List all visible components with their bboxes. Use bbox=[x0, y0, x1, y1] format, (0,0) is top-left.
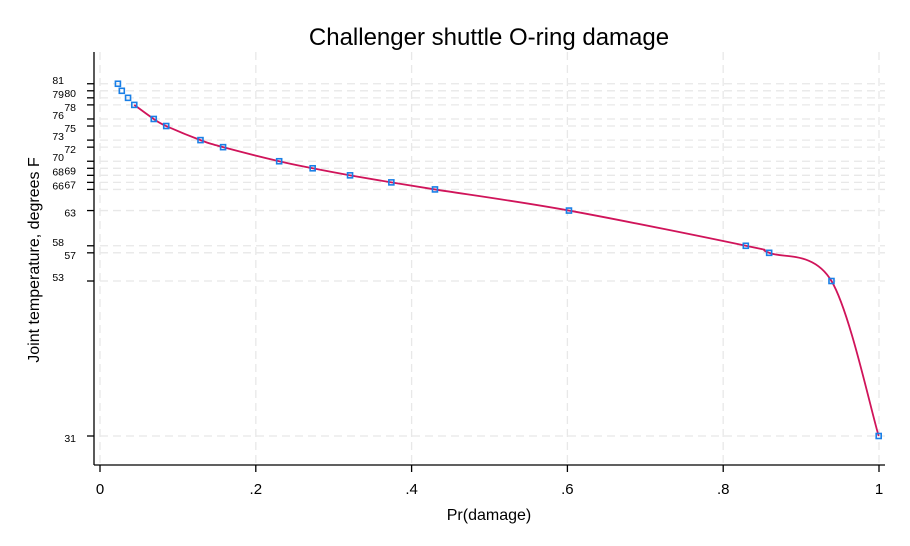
data-point bbox=[130, 101, 138, 109]
chart-title: Challenger shuttle O-ring damage bbox=[309, 24, 669, 51]
data-point bbox=[309, 164, 316, 172]
x-axis-label: Pr(damage) bbox=[447, 507, 531, 524]
y-tick-label: 76 bbox=[52, 110, 64, 122]
data-point bbox=[875, 432, 882, 440]
y-axis-label: Joint temperature, degrees F bbox=[26, 157, 43, 363]
x-tick-label: .8 bbox=[717, 481, 730, 498]
data-point bbox=[742, 242, 750, 250]
x-tick-label: 0 bbox=[96, 481, 104, 498]
y-tick-label: 75 bbox=[64, 123, 76, 135]
data-point bbox=[124, 94, 132, 102]
data-point bbox=[150, 115, 158, 123]
y-tick-label: 73 bbox=[52, 131, 64, 143]
x-tick-label: .2 bbox=[250, 481, 263, 498]
y-tick-label: 58 bbox=[52, 237, 64, 249]
grid bbox=[99, 52, 885, 465]
data-point bbox=[828, 277, 835, 285]
y-tick-label: 70 bbox=[52, 152, 64, 164]
y-tick-label: 67 bbox=[64, 179, 76, 191]
x-tick-label: .6 bbox=[561, 481, 574, 498]
data-point bbox=[219, 143, 227, 151]
y-tick-label: 81 bbox=[52, 75, 64, 87]
data-point bbox=[275, 157, 283, 165]
y-tick-label: 57 bbox=[64, 250, 76, 262]
data-point bbox=[565, 207, 573, 214]
data-point bbox=[118, 87, 126, 95]
data-point bbox=[114, 80, 122, 88]
y-tick-label: 69 bbox=[64, 165, 76, 177]
x-tick-label: .4 bbox=[405, 481, 418, 498]
y-tick-label: 78 bbox=[64, 102, 76, 114]
data-point bbox=[388, 179, 395, 186]
data-point bbox=[162, 122, 170, 130]
y-tick-label: 79 bbox=[52, 89, 64, 101]
y-tick-label: 53 bbox=[52, 272, 64, 284]
y-tick-label: 66 bbox=[52, 180, 64, 192]
fitted-curve bbox=[133, 104, 880, 437]
x-tick-label: 1 bbox=[875, 481, 883, 498]
data-point bbox=[197, 136, 204, 144]
y-tick-label: 68 bbox=[52, 166, 64, 178]
data-point bbox=[765, 249, 773, 257]
y-tick-label: 80 bbox=[64, 88, 76, 100]
y-tick-label: 72 bbox=[64, 144, 76, 156]
data-points bbox=[114, 80, 882, 440]
y-tick-label: 63 bbox=[64, 208, 76, 220]
y-tick-label: 31 bbox=[64, 433, 76, 445]
data-point bbox=[431, 186, 439, 193]
data-point bbox=[346, 172, 354, 179]
